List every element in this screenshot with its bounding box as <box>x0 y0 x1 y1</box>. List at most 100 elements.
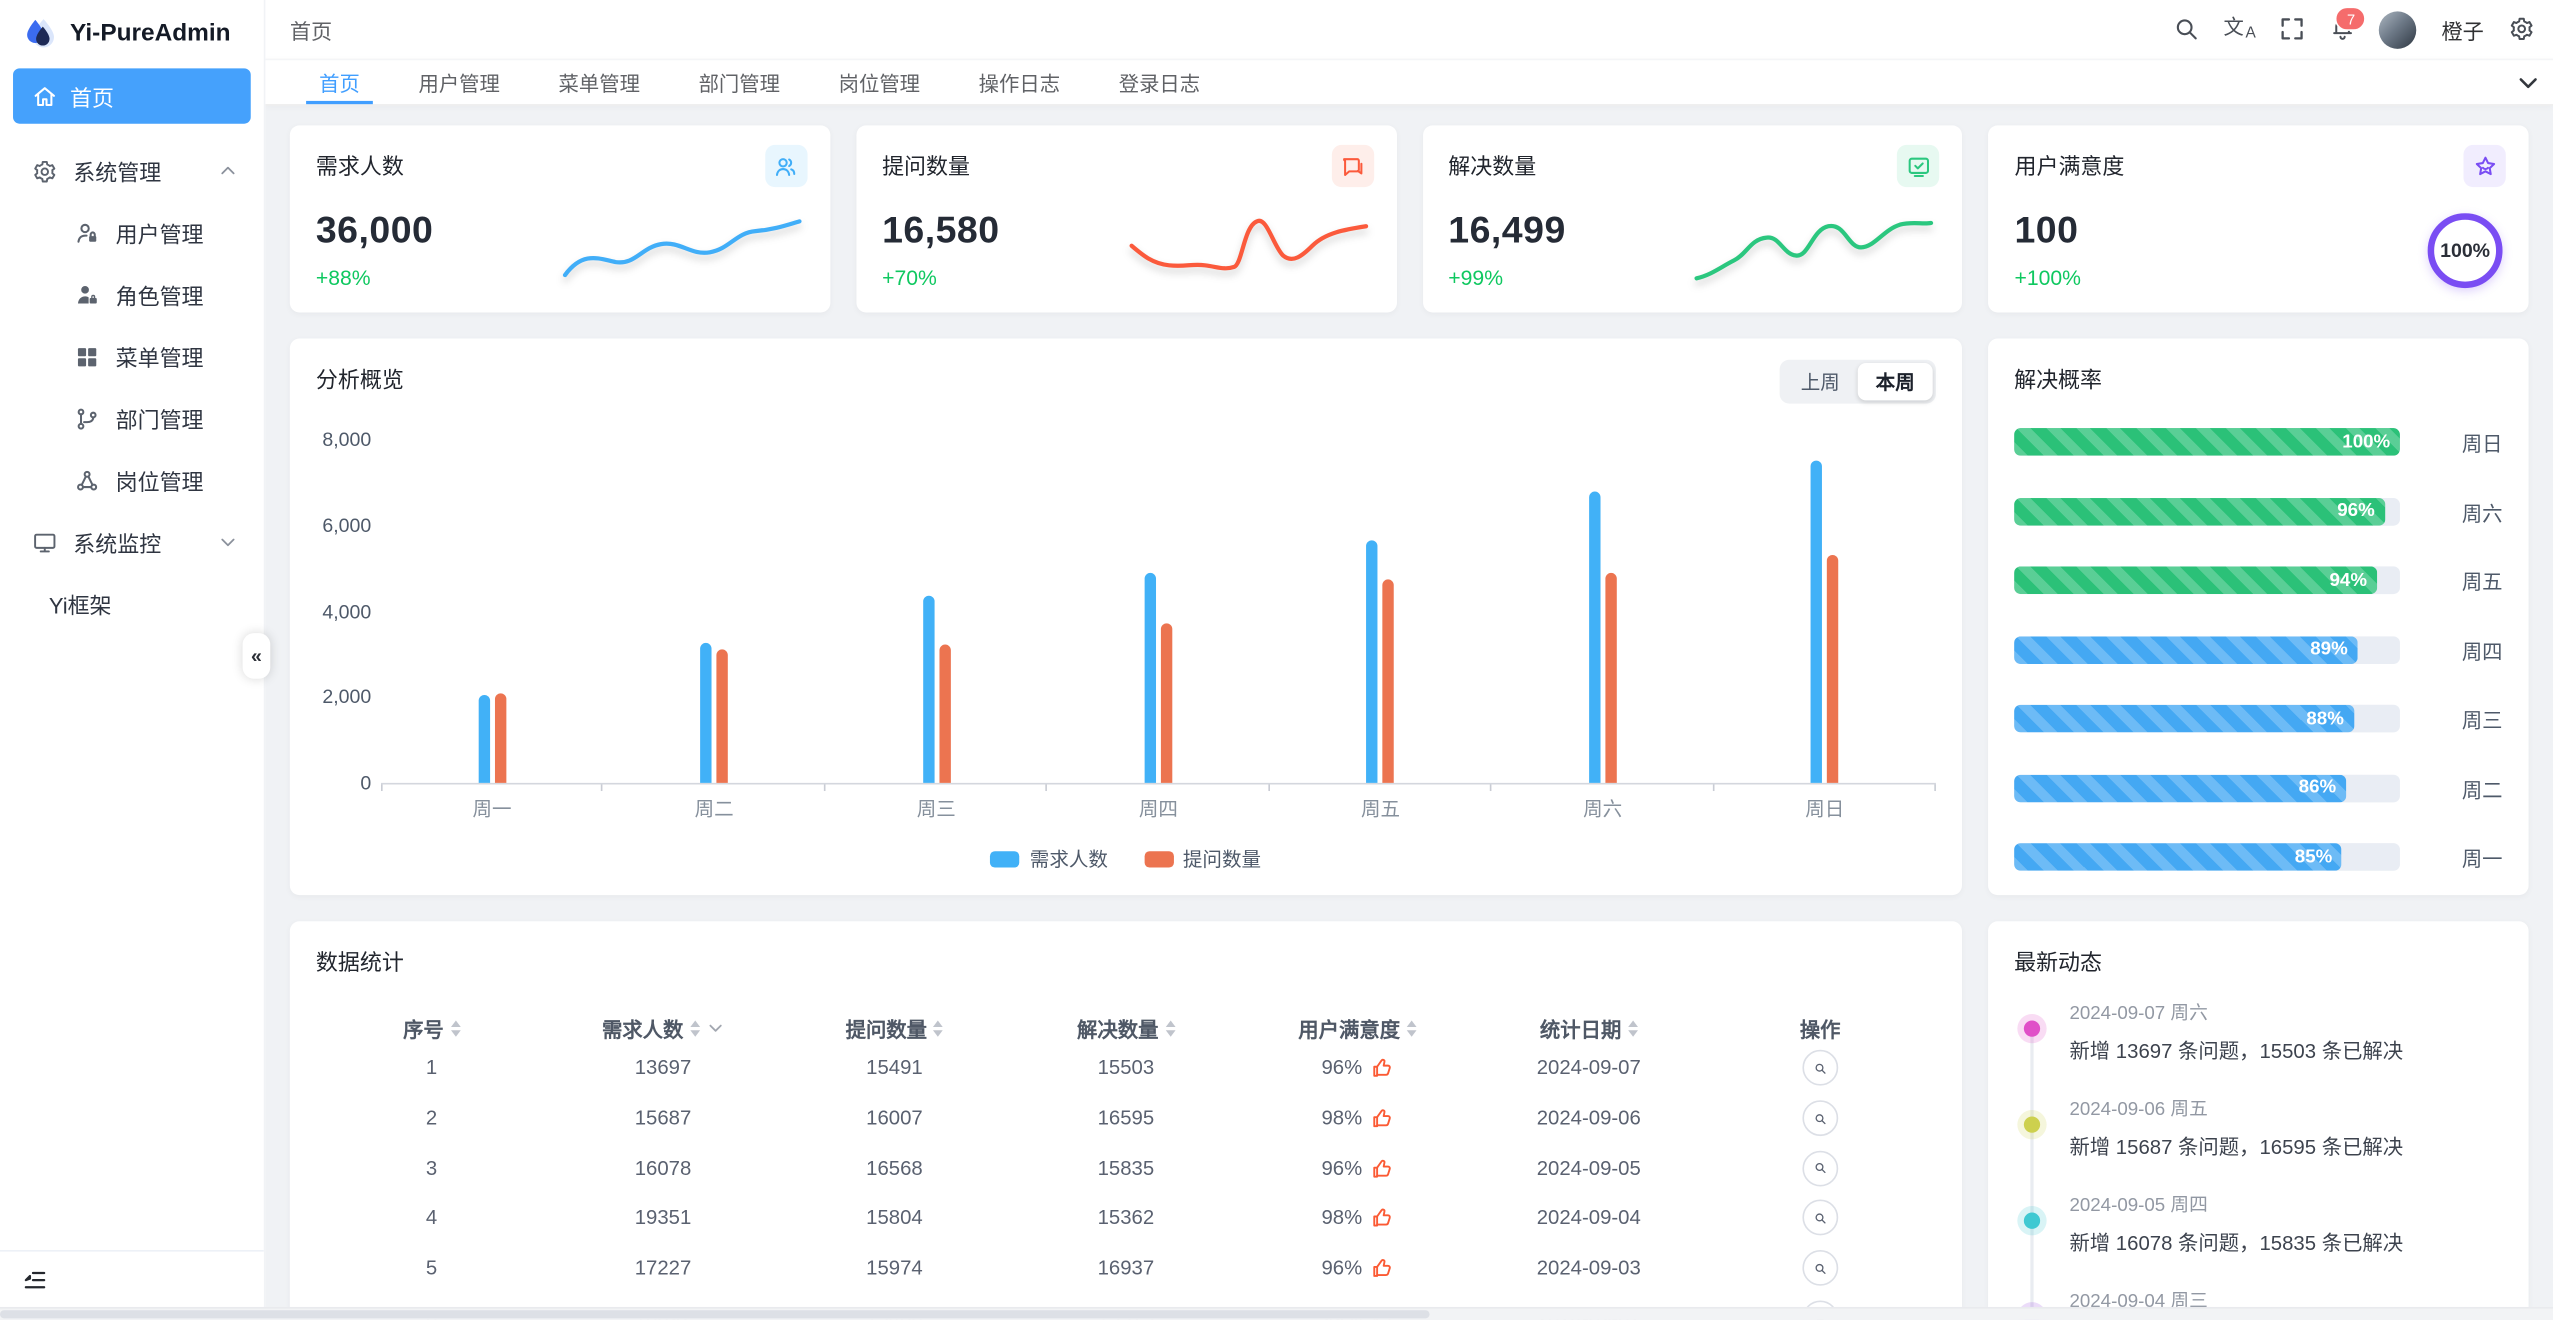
bar-group <box>825 439 1047 783</box>
tab[interactable]: 部门管理 <box>698 73 781 97</box>
progress-day-label: 周二 <box>2461 778 2503 802</box>
legend-item[interactable]: 需求人数 <box>990 845 1108 873</box>
bar <box>1144 572 1156 783</box>
sidebar-item[interactable]: 菜单管理 <box>0 326 264 388</box>
tab[interactable]: 登录日志 <box>1118 73 1201 97</box>
stat-card: 需求人数 36,000 +88% <box>289 125 830 313</box>
legend-swatch <box>1143 850 1174 867</box>
table-column-header[interactable]: 用户满意度 <box>1242 1012 1473 1043</box>
bar <box>1366 540 1379 783</box>
search-button[interactable] <box>2174 17 2199 42</box>
sidebar-item[interactable]: 部门管理 <box>0 387 264 449</box>
spark-blue <box>562 219 802 278</box>
progress-track: 100% <box>2014 428 2400 456</box>
progress-value: 86% <box>2298 777 2337 798</box>
range-toggle-option[interactable]: 上周 <box>1800 371 1840 394</box>
sidebar-item-home[interactable]: 首页 <box>13 68 251 124</box>
timeline-item: 2024-09-06 周五 新增 15687 条问题，16595 条已解决 <box>2014 1095 2502 1160</box>
x-axis-label: 周六 <box>1492 784 1715 822</box>
thumbs-up-icon <box>1372 1109 1391 1128</box>
progress-value: 85% <box>2294 847 2333 867</box>
row-view-button[interactable] <box>1802 1100 1839 1137</box>
row-view-button[interactable] <box>1802 1050 1839 1087</box>
sidebar-group[interactable]: 系统监控 <box>0 511 264 573</box>
timeline-date: 2024-09-07 周六 <box>2069 1004 2208 1024</box>
tab[interactable]: 菜单管理 <box>558 73 640 97</box>
progress-track: 96% <box>2014 497 2400 525</box>
progress-track: 89% <box>2014 635 2400 664</box>
legend-item[interactable]: 提问数量 <box>1143 845 1261 873</box>
magnifier-icon <box>1815 1213 1826 1224</box>
sidebar-group[interactable]: Yi框架 <box>0 573 264 635</box>
table-column-header[interactable]: 解决数量 <box>1010 1012 1241 1043</box>
y-axis-tick: 8,000 <box>322 428 372 451</box>
tab[interactable]: 用户管理 <box>418 73 500 97</box>
fullscreen-button[interactable] <box>2280 17 2305 42</box>
timeline-text: 新增 13697 条问题，15503 条已解决 <box>2069 1040 2404 1063</box>
menu-fold-icon[interactable] <box>23 1268 47 1292</box>
sidebar-collapse-handle[interactable]: « <box>242 633 271 679</box>
range-toggle-option[interactable]: 本周 <box>1857 362 1933 401</box>
stat-card: 解决数量 16,499 +99% <box>1422 125 1963 313</box>
sort-carets-icon[interactable] <box>689 1019 700 1036</box>
table-column-header[interactable]: 操作 <box>1704 1012 1935 1043</box>
table-column-header[interactable]: 统计日期 <box>1473 1012 1704 1043</box>
notification-button[interactable]: 7 <box>2330 6 2367 42</box>
progress-track: 85% <box>2014 843 2400 871</box>
table-column-header[interactable]: 提问数量 <box>779 1012 1010 1043</box>
row-view-button[interactable] <box>1802 1150 1839 1187</box>
chevron-down-small-icon[interactable] <box>706 1019 724 1037</box>
tabbar: 首页 用户管理 菜单管理 部门管理 岗位管理 操作日志 登录日志 <box>265 58 2553 106</box>
chevron-down-icon <box>218 532 238 552</box>
tab[interactable]: 首页 <box>290 60 389 105</box>
table-row: 2 15687 16007 16595 98% 2024-09-06 <box>316 1093 1936 1143</box>
sidebar-group[interactable]: 系统管理 <box>0 140 264 202</box>
row-view-button[interactable] <box>1802 1200 1839 1237</box>
progress-row: 85% 周一 <box>2014 843 2503 871</box>
progress-value: 96% <box>2337 501 2375 521</box>
stat-card-icon <box>1331 144 1374 188</box>
sort-carets-icon[interactable] <box>450 1019 461 1036</box>
thumbs-up-icon <box>1372 1259 1391 1278</box>
progress-row: 94% 周五 <box>2014 566 2503 595</box>
magnifier-icon <box>1815 1113 1826 1124</box>
sort-carets-icon[interactable] <box>1627 1019 1638 1036</box>
sort-carets-icon[interactable] <box>1164 1019 1175 1036</box>
latest-news-card: 最新动态 2024-09-07 周六 新增 13697 条问题，15503 条已… <box>1988 921 2529 1320</box>
stat-card-title: 用户满意度 <box>2014 154 2125 180</box>
progress-value: 100% <box>2342 432 2391 452</box>
sort-carets-icon[interactable] <box>1406 1019 1417 1036</box>
y-axis-tick: 6,000 <box>322 513 372 537</box>
chevron-down-small-icon[interactable] <box>2516 70 2541 95</box>
bar <box>716 649 729 783</box>
sidebar-group-label: Yi框架 <box>48 594 112 619</box>
column-label: 统计日期 <box>1539 1018 1622 1042</box>
table-column-header[interactable]: 需求人数 <box>547 1012 778 1043</box>
sidebar-item[interactable]: 岗位管理 <box>0 449 264 511</box>
username[interactable]: 橙子 <box>2441 18 2484 44</box>
sidebar-item[interactable]: 用户管理 <box>0 202 264 264</box>
settings-button[interactable] <box>2508 17 2533 42</box>
magnifier-icon <box>1815 1163 1826 1174</box>
horizontal-scrollbar[interactable] <box>0 1306 2553 1320</box>
stat-card-icon <box>2463 144 2506 188</box>
tab[interactable]: 操作日志 <box>978 73 1061 97</box>
sort-carets-icon[interactable] <box>933 1019 944 1036</box>
sidebar-home-label: 首页 <box>70 86 114 111</box>
sidebar-item[interactable]: 角色管理 <box>0 264 264 326</box>
gear-icon <box>34 160 56 182</box>
avatar[interactable] <box>2379 10 2418 49</box>
tab[interactable]: 岗位管理 <box>838 73 921 97</box>
fullscreen-icon <box>2282 18 2304 40</box>
table-column-header[interactable]: 序号 <box>316 1012 547 1043</box>
data-statistics-card: 数据统计 序号 需求人数 提问数量 解决数量 用户满意度 统计日期 操作 1 1… <box>289 921 1962 1320</box>
timeline-text: 新增 15687 条问题，16595 条已解决 <box>2069 1136 2404 1159</box>
tabs-menu-button[interactable] <box>2504 60 2553 104</box>
row-view-button[interactable] <box>1802 1250 1839 1286</box>
star-icon <box>2474 155 2495 175</box>
scrollbar-thumb[interactable] <box>0 1310 1430 1319</box>
role-icon <box>77 285 97 303</box>
